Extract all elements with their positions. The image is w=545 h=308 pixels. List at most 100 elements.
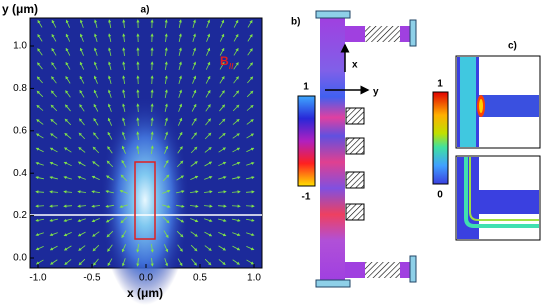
y-tick-label: 0.6 [13, 125, 27, 136]
field-arrow [91, 218, 100, 223]
colorbar-max: 1 [437, 79, 443, 90]
field-arrow [64, 132, 72, 139]
field-arrow [105, 204, 115, 208]
field-arrow [122, 19, 126, 29]
field-arrow [35, 161, 44, 166]
field-arrow [247, 48, 253, 56]
field-arrow [247, 76, 254, 84]
field-arrow [93, 117, 99, 126]
field-arrow [51, 33, 57, 42]
field-arrow [92, 244, 100, 252]
field-arrow [247, 33, 253, 42]
field-arrow [190, 161, 198, 167]
field-arrow [176, 190, 185, 194]
field-arrow [176, 160, 184, 168]
y-axis-label: y (μm) [2, 2, 38, 16]
field-arrow [218, 218, 227, 222]
field-arrow [121, 145, 126, 154]
field-arrow [164, 145, 169, 154]
field-arrow [233, 33, 239, 42]
field-arrow [94, 19, 98, 28]
field-arrow [51, 76, 57, 84]
field-arrow [136, 117, 140, 127]
x-tick-label: 0.0 [139, 273, 153, 284]
field-arrow [233, 19, 239, 28]
field-arrow [79, 47, 84, 56]
field-arrow [49, 190, 59, 194]
field-arrow [91, 175, 100, 181]
field-arrow [49, 204, 59, 208]
field-arrow [164, 33, 168, 43]
mode-profile [469, 157, 539, 221]
field-arrow [108, 61, 112, 70]
field-arrow [77, 218, 86, 223]
field-arrow [218, 176, 227, 180]
field-arrow [219, 90, 225, 98]
field-arrow [36, 90, 44, 98]
field-arrow [203, 204, 213, 208]
field-arrow [37, 19, 43, 28]
field-arrow [120, 174, 128, 182]
field-arrow [150, 117, 154, 127]
electrode [345, 203, 365, 221]
colorbar-max: 1 [303, 82, 309, 93]
field-arrow [122, 89, 126, 99]
field-arrow [107, 89, 112, 98]
y-tick-label: 0.8 [13, 83, 27, 94]
y-tick-label: 0.2 [13, 210, 27, 221]
field-arrow [77, 190, 87, 194]
mode-profile [464, 157, 539, 228]
field-arrow [177, 117, 183, 126]
field-arrow [204, 161, 213, 167]
field-arrow [204, 175, 213, 180]
field-arrow [162, 189, 171, 194]
field-arrow [122, 47, 126, 57]
axis-label: x [352, 60, 358, 71]
field-arrow [191, 103, 197, 112]
field-arrow [206, 33, 211, 42]
field-arrow [192, 19, 196, 28]
x-tick-label: -0.5 [83, 273, 101, 284]
field-arrow [246, 119, 254, 125]
field-arrow [51, 19, 57, 28]
field-arrow [204, 132, 212, 140]
field-arrow [119, 189, 128, 194]
hotspot [479, 99, 483, 113]
field-arrow [177, 131, 183, 140]
electrode [345, 107, 365, 125]
field-arrow [232, 218, 241, 222]
field-arrow [35, 133, 44, 139]
annotation-subscript: // [229, 62, 234, 71]
field-arrow [232, 104, 240, 112]
field-arrow [37, 33, 43, 42]
field-arrow [190, 218, 199, 223]
field-arrow [49, 232, 58, 237]
cap [315, 279, 351, 288]
region [460, 57, 476, 147]
field-arrow [204, 218, 213, 223]
field-map-top [455, 55, 541, 149]
field-arrow [107, 103, 112, 112]
field-arrow [176, 230, 184, 238]
field-arrow [176, 175, 185, 181]
field-arrow [164, 258, 169, 267]
field-arrow [79, 75, 85, 84]
field-arrow [94, 33, 98, 42]
field-arrow [65, 90, 71, 98]
field-arrow [107, 146, 113, 154]
field-arrow [178, 75, 182, 84]
field-arrow [177, 244, 183, 252]
panel-label: a) [141, 5, 150, 16]
field-arrow [164, 89, 168, 99]
field-arrow [232, 118, 240, 125]
field-arrow [65, 75, 71, 84]
field-arrow [218, 147, 227, 153]
x-tick-label: -1.0 [29, 273, 47, 284]
field-arrow [120, 216, 128, 224]
field-arrow [218, 132, 226, 139]
field-arrow [63, 176, 72, 180]
field-arrow [204, 245, 212, 251]
panel-label: c) [508, 41, 517, 52]
field-arrow [150, 131, 154, 141]
electrode [365, 262, 400, 278]
